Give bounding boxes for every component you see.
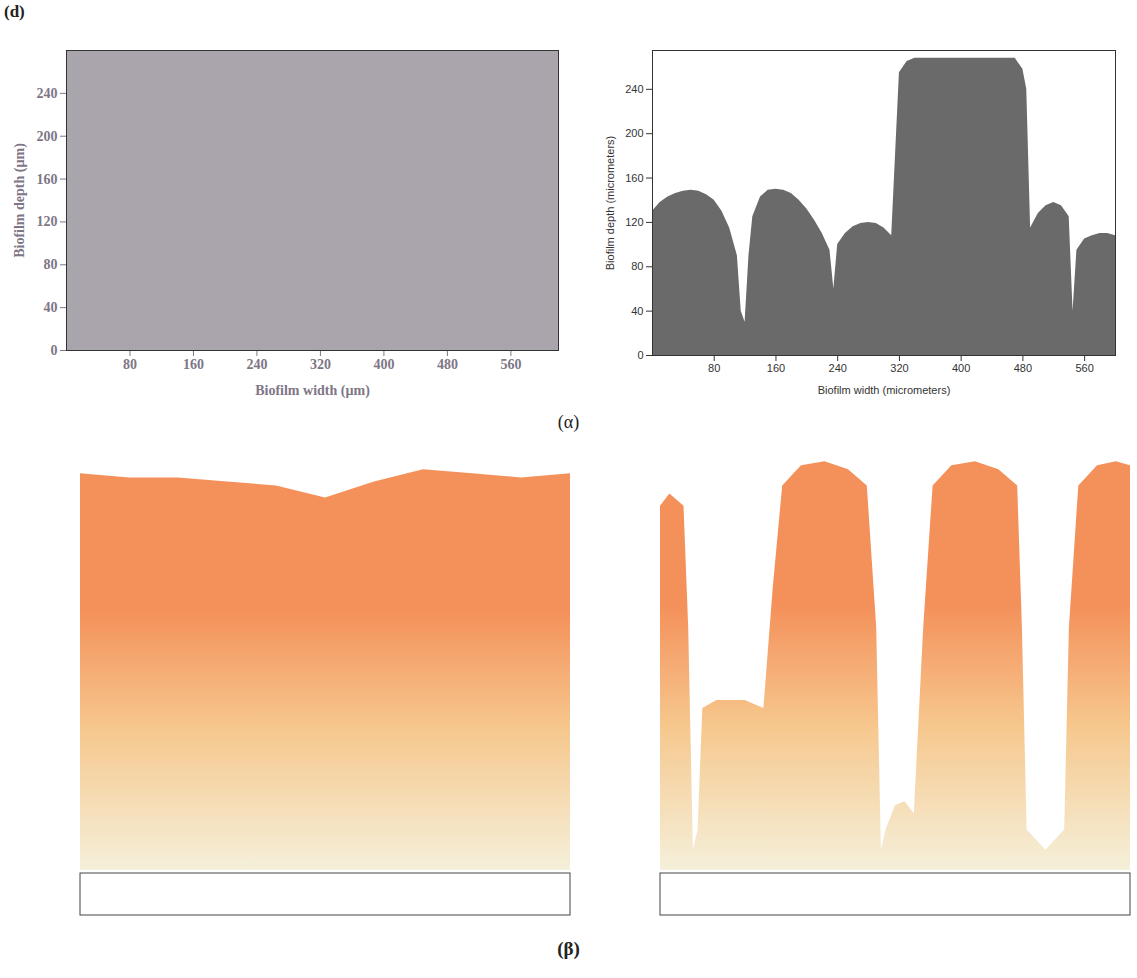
- html-text:(d): (d): [4, 2, 25, 21]
- svg-text:Biofilm depth (µm): Biofilm depth (µm): [12, 143, 28, 258]
- svg-text:Biofilm width (micrometers): Biofilm width (micrometers): [818, 384, 951, 396]
- svg-text:200: 200: [625, 127, 643, 139]
- svg-text:0: 0: [51, 343, 58, 358]
- svg-text:400: 400: [952, 362, 970, 374]
- svg-text:480: 480: [437, 357, 458, 372]
- html-text:(α): (α): [557, 412, 580, 432]
- svg-text:320: 320: [310, 357, 331, 372]
- svg-text:80: 80: [708, 362, 720, 374]
- svg-text:240: 240: [37, 86, 58, 101]
- html-text:(β): (β): [557, 938, 580, 959]
- svg-text:120: 120: [625, 216, 643, 228]
- svg-text:320: 320: [890, 362, 908, 374]
- svg-text:160: 160: [37, 172, 58, 187]
- svg-text:200: 200: [37, 129, 58, 144]
- svg-text:Biofilm depth (micrometers): Biofilm depth (micrometers): [604, 136, 616, 270]
- svg-text:80: 80: [123, 357, 137, 372]
- svg-text:240: 240: [246, 357, 267, 372]
- svg-text:160: 160: [625, 172, 643, 184]
- svg-text:Biofilm width (µm): Biofilm width (µm): [255, 383, 370, 399]
- svg-text:480: 480: [1014, 362, 1032, 374]
- svg-text:560: 560: [500, 357, 521, 372]
- svg-text:40: 40: [44, 300, 58, 315]
- svg-text:80: 80: [631, 260, 643, 272]
- svg-text:0: 0: [637, 349, 643, 361]
- svg-text:240: 240: [829, 362, 847, 374]
- svg-text:160: 160: [767, 362, 785, 374]
- svg-text:80: 80: [44, 257, 58, 272]
- svg-text:560: 560: [1075, 362, 1093, 374]
- svg-text:240: 240: [625, 83, 643, 95]
- svg-text:40: 40: [631, 305, 643, 317]
- svg-text:120: 120: [37, 214, 58, 229]
- svg-text:400: 400: [373, 357, 394, 372]
- svg-text:160: 160: [183, 357, 204, 372]
